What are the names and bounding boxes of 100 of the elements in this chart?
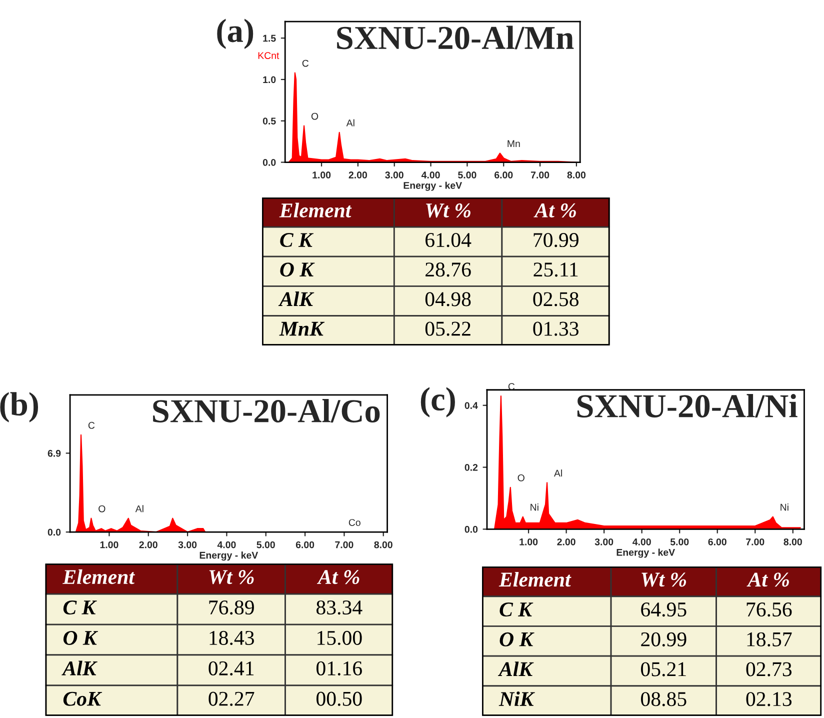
x-tick-label: 2.00	[139, 541, 158, 548]
x-tick-label: 1.00	[100, 541, 118, 548]
text: 01.16	[316, 661, 362, 676]
category-label: Element	[498, 572, 572, 587]
annotation: Al	[346, 119, 354, 126]
category-label: Wt %	[209, 570, 254, 584]
x-tick-label: 8.00	[567, 172, 586, 178]
y-tick-label: 0.4	[464, 402, 478, 409]
text: (a)	[217, 18, 254, 49]
category-label: O K	[500, 632, 534, 646]
text: 25.11	[534, 262, 578, 277]
x-tick-label: 1.00	[520, 538, 538, 546]
text: (c)	[420, 387, 455, 418]
y-tick-label: 0.0	[48, 528, 61, 536]
annotation: O	[518, 474, 524, 482]
text: 08.85	[641, 692, 686, 706]
category-label: MnK	[279, 322, 325, 336]
annotation: O	[311, 112, 318, 120]
y-tick-label: 1.5	[263, 34, 276, 42]
text: 04.98	[425, 292, 471, 306]
annotation: C	[302, 60, 309, 67]
category-label: At %	[316, 570, 360, 584]
y-tick-label: 0.0	[464, 526, 478, 533]
x-tick-label: 7.00	[335, 541, 354, 548]
annotation: C	[508, 383, 515, 390]
text: 02.73	[746, 662, 792, 676]
x-tick-label: 8.00	[784, 538, 802, 546]
x-tick-label: 6.00	[296, 541, 314, 548]
x-tick-label: 7.00	[746, 538, 764, 546]
annotation: Ni	[530, 504, 538, 511]
x-axis-title: Energy - keV	[616, 548, 675, 558]
x-tick-label: 8.00	[374, 541, 392, 548]
y-tick-label: 0.5	[262, 118, 276, 124]
annotation: C	[88, 422, 95, 429]
text: 64.95	[641, 602, 686, 617]
text: 02.27	[208, 692, 254, 706]
text: 02.41	[208, 661, 254, 676]
text: (b)	[0, 392, 38, 422]
annotation: Co	[348, 519, 360, 526]
category-label: CoK	[63, 692, 102, 706]
text: 02.58	[533, 292, 579, 306]
x-tick-label: 2.00	[348, 172, 368, 178]
annotation: Al	[554, 470, 562, 477]
x-tick-label: 1.00	[312, 172, 331, 178]
text: 05.21	[641, 662, 686, 676]
text: 70.99	[534, 232, 578, 248]
text: 76.56	[746, 602, 792, 617]
text: 00.50	[316, 692, 362, 706]
category-label: C K	[500, 602, 534, 617]
x-tick-label: 4.00	[421, 172, 440, 178]
category-label: NiK	[498, 691, 535, 706]
text: 20.99	[641, 632, 686, 646]
y-axis-title: KCnt	[258, 52, 280, 60]
category-label: AlK	[278, 292, 314, 306]
text: 76.89	[209, 600, 254, 615]
category-label: C K	[63, 600, 97, 615]
x-tick-label: 2.00	[557, 538, 576, 546]
x-tick-label: 4.00	[217, 541, 236, 548]
x-tick-label: 3.00	[594, 538, 614, 546]
y-tick-label: 0.2	[464, 464, 478, 471]
annotation: Al	[135, 505, 144, 512]
y-tick-label: 0.0	[262, 159, 276, 166]
category-label: C K	[280, 233, 314, 248]
category-label: Element	[279, 202, 352, 218]
category-label: At %	[746, 572, 789, 587]
x-tick-label: 3.00	[178, 541, 197, 548]
y-tick-label: 6.9	[48, 450, 61, 457]
text: 02.13	[746, 692, 792, 706]
text: 83.34	[316, 600, 362, 615]
category-label: Wt %	[642, 572, 686, 587]
x-axis-title: Energy - keV	[200, 552, 258, 561]
text: 18.57	[747, 632, 792, 646]
annotation: Mn	[508, 140, 520, 147]
x-tick-label: 3.00	[385, 172, 404, 178]
x-tick-label: 7.00	[530, 172, 550, 178]
x-tick-label: 5.00	[670, 538, 689, 546]
x-tick-label: 4.00	[632, 538, 651, 546]
category-label: At %	[534, 203, 576, 218]
text: 01.33	[533, 322, 578, 336]
annotation: O	[98, 505, 106, 512]
y-tick-label: 1.0	[263, 76, 276, 84]
x-tick-label: 5.00	[458, 172, 476, 178]
category-label: AlK	[62, 660, 98, 676]
text: 18.43	[210, 630, 254, 646]
x-tick-label: 6.00	[708, 538, 726, 546]
text: 05.22	[425, 322, 470, 336]
chart-title: SXNU-20-Al/Mn	[337, 26, 574, 50]
annotation: Ni	[780, 504, 788, 511]
category-label: Wt %	[426, 203, 470, 218]
category-label: O K	[63, 630, 98, 645]
x-tick-label: 6.00	[494, 172, 513, 178]
x-axis-title: Energy - keV	[404, 182, 462, 191]
category-label: O K	[280, 262, 315, 277]
chart-title: SXNU-20-Al/Ni	[577, 394, 798, 418]
category-label: Element	[62, 569, 135, 584]
chart-title: SXNU-20-Al/Co	[153, 399, 380, 422]
category-label: AlK	[498, 662, 534, 676]
text: 28.76	[426, 262, 471, 277]
text: 61.04	[426, 232, 472, 248]
text: 15.00	[318, 630, 362, 646]
